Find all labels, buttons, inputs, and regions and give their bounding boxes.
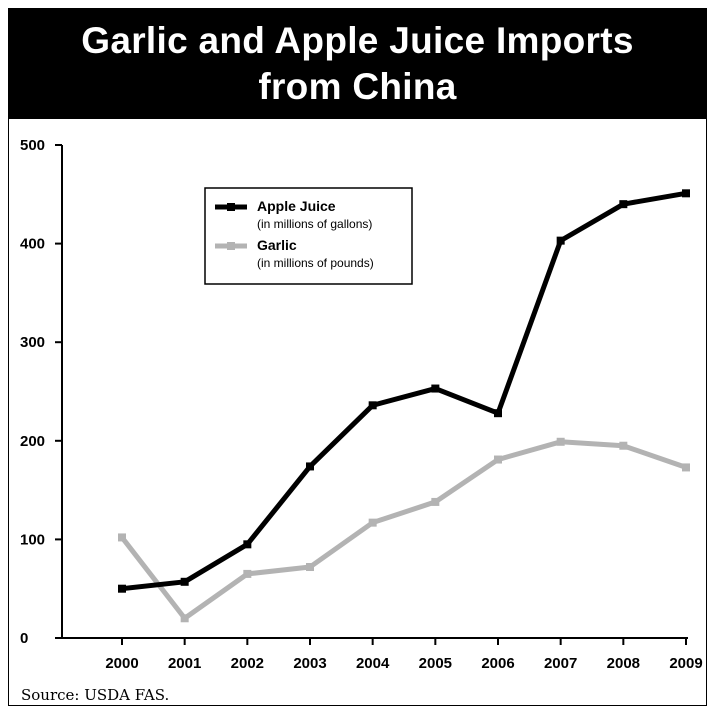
chart-title: Garlic and Apple Juice Imports from Chin… — [8, 8, 707, 119]
apple-juice-point — [243, 540, 252, 549]
x-tick-label: 2009 — [669, 655, 702, 672]
garlic-point — [118, 533, 126, 542]
apple-juice-point — [682, 189, 690, 198]
garlic-point — [556, 437, 565, 446]
garlic-point — [180, 614, 189, 623]
series-layer — [118, 189, 690, 623]
source-note: Source: USDA FAS. — [21, 686, 170, 704]
y-tick-label: 200 — [20, 433, 45, 450]
y-tick-label: 400 — [20, 236, 45, 253]
chart-title-line-1: Garlic and Apple Juice Imports — [81, 19, 634, 61]
x-tick-label: 2003 — [293, 655, 326, 672]
garlic-point — [619, 441, 628, 450]
legend-box — [204, 187, 413, 285]
y-tick-label: 300 — [20, 334, 45, 351]
garlic-point — [494, 455, 502, 464]
x-tick-label: 2005 — [419, 655, 452, 672]
apple-juice-point — [431, 384, 440, 393]
apple-juice-point — [368, 401, 377, 410]
apple-juice-point — [619, 200, 628, 209]
x-tick-label: 2002 — [231, 655, 264, 672]
garlic-series-line — [120, 439, 687, 621]
chart-title-line-2: from China — [258, 65, 457, 107]
y-tick-label: 100 — [20, 531, 45, 548]
apple-juice-point — [118, 584, 126, 593]
garlic-point — [682, 463, 690, 472]
apple-juice-point — [180, 577, 189, 586]
x-tick-label: 2001 — [168, 655, 201, 672]
apple-juice-point — [556, 236, 565, 245]
apple-juice-legend-label: Apple Juice — [257, 198, 336, 214]
y-tick-label: 0 — [20, 630, 28, 647]
apple-juice-point — [306, 462, 314, 471]
x-tick-label: 2007 — [544, 655, 577, 672]
apple-juice-point — [494, 409, 502, 418]
apple-juice-legend-unit: (in millions of gallons) — [257, 217, 372, 231]
x-tick-label: 2000 — [105, 655, 138, 672]
garlic-point — [431, 497, 440, 506]
garlic-point — [306, 563, 314, 572]
garlic-legend-label: Garlic — [257, 237, 297, 253]
apple-juice-legend-marker — [227, 203, 235, 211]
axes: 0 100 200 300 400 500 2000 2001 2002 2003 2004 2005… — [20, 137, 703, 672]
y-tick-label: 500 — [20, 137, 45, 154]
garlic-legend-unit: (in millions of pounds) — [257, 256, 374, 270]
garlic-legend-marker — [227, 242, 235, 250]
x-tick-label: 2004 — [356, 655, 390, 672]
garlic-point — [368, 518, 377, 527]
legend: Apple Juice (in millions of gallons) Garli… — [204, 187, 413, 285]
apple-juice-series-line — [121, 190, 687, 592]
x-tick-label: 2008 — [607, 655, 640, 672]
garlic-point — [243, 569, 252, 578]
x-tick-label: 2006 — [481, 655, 514, 672]
